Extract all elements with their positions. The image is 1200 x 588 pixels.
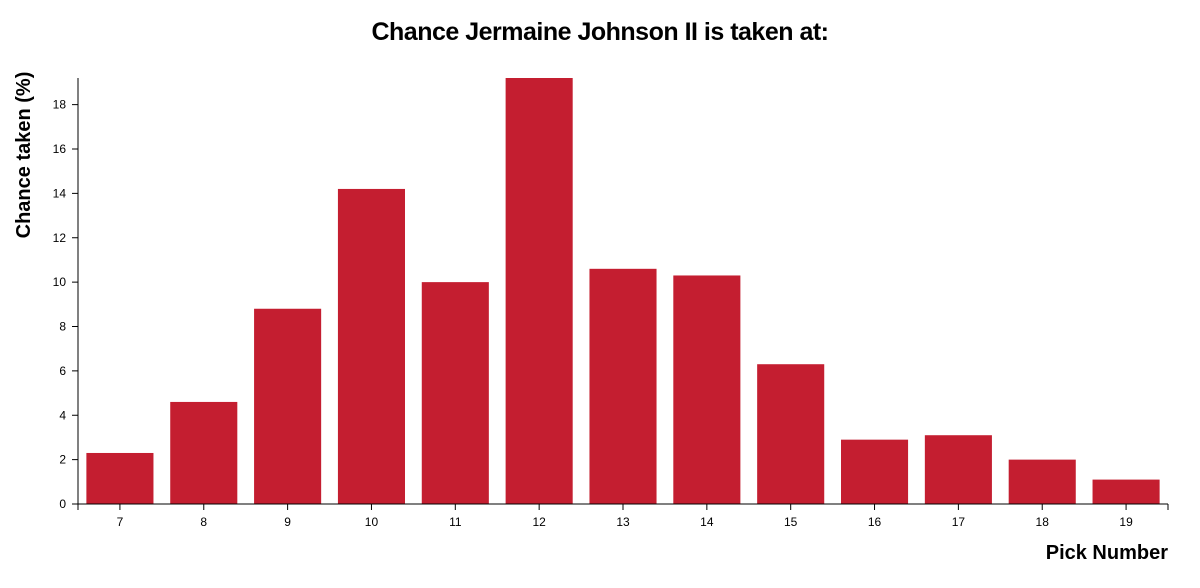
x-tick-label-14: 14 bbox=[700, 515, 714, 529]
x-tick-label-15: 15 bbox=[784, 515, 798, 529]
bar-7 bbox=[86, 452, 154, 504]
y-tick-label-18: 18 bbox=[53, 98, 67, 112]
bar-12 bbox=[505, 78, 573, 504]
x-tick-label-11: 11 bbox=[449, 515, 462, 529]
bar-16 bbox=[841, 439, 909, 504]
bar-13 bbox=[589, 268, 657, 504]
x-tick-label-7: 7 bbox=[117, 515, 124, 529]
y-tick-label-12: 12 bbox=[53, 231, 67, 245]
x-tick-label-19: 19 bbox=[1119, 515, 1133, 529]
bar-9 bbox=[254, 308, 322, 504]
x-tick-label-17: 17 bbox=[952, 515, 966, 529]
y-tick-label-10: 10 bbox=[53, 275, 67, 289]
y-tick-label-0: 0 bbox=[59, 497, 66, 511]
x-tick-label-13: 13 bbox=[616, 515, 630, 529]
chart-title: Chance Jermaine Johnson II is taken at: bbox=[371, 18, 829, 46]
y-tick-label-2: 2 bbox=[59, 453, 66, 467]
bar-19 bbox=[1092, 479, 1160, 504]
y-tick-label-16: 16 bbox=[53, 142, 67, 156]
bar-15 bbox=[757, 364, 825, 504]
y-axis: 0 2 4 6 8 10 12 14 16 18 bbox=[53, 78, 79, 511]
y-tick-label-14: 14 bbox=[53, 186, 67, 200]
x-tick-label-8: 8 bbox=[200, 515, 207, 529]
x-tick-label-16: 16 bbox=[868, 515, 882, 529]
x-tick-label-9: 9 bbox=[284, 515, 291, 529]
bar-18 bbox=[1008, 459, 1076, 504]
bar-17 bbox=[924, 435, 992, 504]
x-tick-label-10: 10 bbox=[365, 515, 379, 529]
x-axis-title: Pick Number bbox=[1046, 542, 1168, 564]
bar-14 bbox=[673, 275, 741, 504]
y-axis-title: Chance taken (%) bbox=[13, 72, 35, 239]
bars-group bbox=[86, 78, 1160, 504]
bar-8 bbox=[170, 401, 238, 504]
x-axis: 7 8 9 10 11 12 13 14 15 16 17 18 19 bbox=[72, 503, 1169, 529]
bar-11 bbox=[421, 282, 489, 504]
x-tick-label-18: 18 bbox=[1036, 515, 1050, 529]
y-tick-label-6: 6 bbox=[59, 364, 66, 378]
y-tick-label-4: 4 bbox=[59, 408, 66, 422]
y-tick-label-8: 8 bbox=[59, 320, 66, 334]
bar-10 bbox=[337, 188, 405, 504]
x-tick-label-12: 12 bbox=[532, 515, 546, 529]
